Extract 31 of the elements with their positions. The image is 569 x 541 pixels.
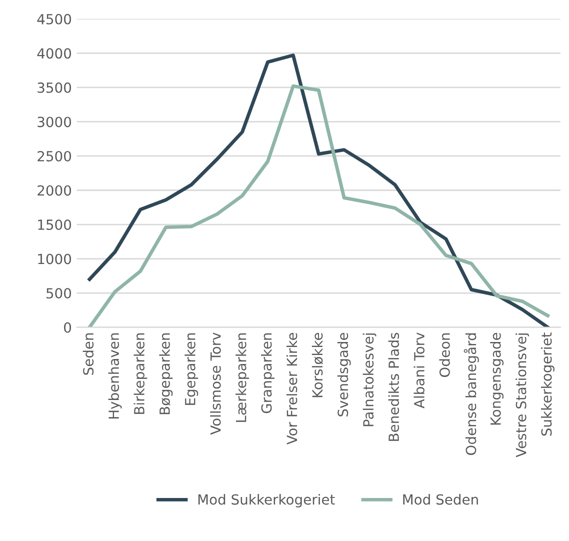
legend-label: Mod Sukkerkogeriet — [198, 494, 335, 508]
x-tick-label: Birkeparken — [134, 333, 148, 414]
x-tick-label: Kongensgade — [490, 332, 504, 425]
y-tick-label: 3500 — [38, 82, 72, 93]
x-tick-label: Seden — [82, 333, 94, 375]
x-tick-label: Granparken — [261, 333, 274, 414]
y-tick-label: 1000 — [38, 254, 72, 264]
y-tick-label: 3000 — [38, 116, 72, 128]
x-tick-label: Odense banegård — [464, 333, 479, 455]
y-tick-label: 1500 — [38, 219, 72, 230]
x-tick-label: Albani Torv — [414, 332, 424, 408]
x-tick-label: Vestre Stationsvej — [516, 333, 530, 458]
x-tick-label: Bøgeparken — [159, 333, 173, 414]
x-tick-label: Svendsgade — [337, 332, 351, 416]
legend-label: Mod Seden — [403, 494, 478, 505]
x-tick-label: Vor Frelser Kirke — [286, 332, 298, 445]
x-tick-label: Korsløkke — [312, 332, 324, 398]
x-tick-label: Lærkeparken — [236, 333, 249, 422]
x-tick-label: Hybenhaven — [108, 333, 122, 419]
x-tick-label: Odeon — [439, 333, 450, 377]
x-tick-label: Egeparken — [184, 333, 198, 405]
x-tick-label: Benedikts Plads — [388, 332, 400, 441]
y-tick-label: 0 — [64, 322, 72, 333]
y-tick-label: 2500 — [38, 150, 72, 162]
x-tick-label: Vollsmose Torv — [210, 332, 221, 435]
x-tick-label: Palnatokesvej — [362, 333, 376, 426]
y-tick-label: 4000 — [37, 48, 72, 59]
y-tick-label: 500 — [46, 288, 72, 299]
x-tick-label: Sukkerkogeriet — [541, 332, 554, 436]
y-tick-label: 2000 — [38, 185, 72, 196]
y-tick-label: 4500 — [37, 14, 72, 24]
